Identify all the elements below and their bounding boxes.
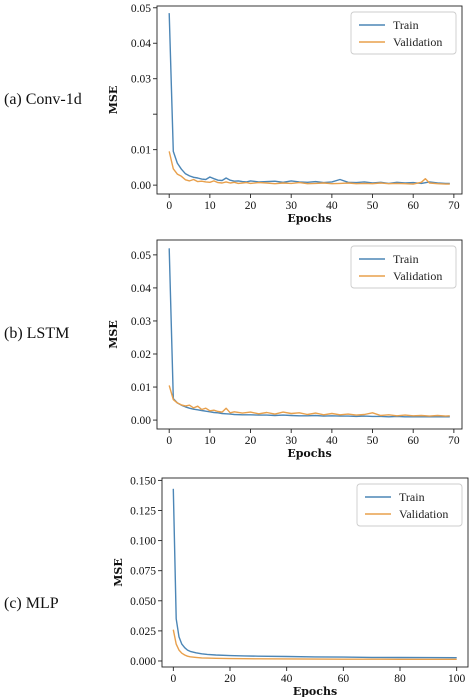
chart-panel-2: (c) MLP 0 20 40 60 80 100 0.000 0.025 0.050 0.075 0… — [4, 475, 469, 697]
y-axis-label: MSE — [107, 320, 120, 349]
x-tick-label: 40 — [326, 435, 338, 447]
series-line-train — [172, 488, 457, 659]
y-tick-label: 0.025 — [130, 626, 156, 638]
y-tick-label: 0.050 — [130, 596, 156, 608]
x-tick-label: 50 — [367, 200, 379, 212]
legend-label: Validation — [393, 35, 442, 49]
plot-frame — [161, 477, 469, 668]
x-tick-label: 40 — [326, 200, 338, 212]
series-line-validation — [168, 385, 450, 417]
x-tick-label: 50 — [367, 435, 379, 447]
series-line-validation — [172, 629, 457, 660]
x-tick-label: 0 — [166, 200, 172, 212]
panel-label: (c) MLP — [4, 595, 59, 612]
legend-label: Validation — [399, 507, 448, 521]
y-tick-label: 0.03 — [131, 74, 151, 86]
y-tick-label: 0.05 — [131, 3, 151, 15]
plot-frame — [156, 239, 463, 430]
x-tick-label: 60 — [407, 435, 419, 447]
chart-panel-1: (b) LSTM 0 10 20 30 40 50 60 70 0.00 0.01 0.02 0.03 0… — [4, 239, 463, 460]
y-tick-label: 0.05 — [131, 250, 151, 262]
x-tick-label: 60 — [407, 200, 419, 212]
x-tick-label: 30 — [285, 435, 297, 447]
series-line-validation — [168, 151, 450, 185]
y-tick-label: 0.02 — [131, 349, 151, 361]
x-tick-label: 20 — [245, 435, 257, 447]
x-tick-label: 80 — [394, 673, 406, 685]
legend-box — [350, 11, 457, 55]
y-tick-label: 0.00 — [131, 180, 151, 192]
y-tick-label: 0.150 — [130, 475, 156, 487]
y-tick-label: 0.100 — [130, 536, 156, 548]
y-tick-label: 0.04 — [131, 38, 151, 50]
x-tick-label: 10 — [204, 435, 216, 447]
y-tick-label: 0.075 — [130, 566, 156, 578]
y-tick-label: 0.01 — [131, 145, 151, 157]
y-axis-label: MSE — [112, 558, 125, 587]
y-tick-label: 0.04 — [131, 283, 151, 295]
x-tick-label: 100 — [448, 673, 466, 685]
x-axis-label: Epochs — [293, 685, 337, 697]
x-tick-label: 40 — [281, 673, 293, 685]
panel-label: (b) LSTM — [4, 325, 69, 342]
x-tick-label: 0 — [170, 673, 176, 685]
y-tick-label: 0.01 — [131, 382, 151, 394]
x-axis-label: Epochs — [287, 212, 331, 225]
x-axis-label: Epochs — [287, 447, 331, 460]
legend-box — [356, 483, 463, 527]
legend-box — [350, 245, 457, 289]
x-tick-label: 10 — [204, 200, 216, 212]
x-tick-label: 70 — [448, 435, 460, 447]
y-tick-label: 0.00 — [131, 415, 151, 427]
x-tick-label: 70 — [448, 200, 460, 212]
y-tick-label: 0.125 — [130, 506, 156, 518]
legend-label: Validation — [393, 269, 442, 283]
x-tick-label: 0 — [166, 435, 172, 447]
panel-label: (a) Conv-1d — [4, 91, 82, 108]
y-tick-label: 0.03 — [131, 316, 151, 328]
plot-frame — [156, 5, 463, 195]
legend-label: Train — [399, 490, 425, 504]
legend-label: Train — [393, 18, 419, 32]
series-line-train — [168, 248, 450, 418]
chart-panel-0: (a) Conv-1d 0 10 20 30 40 50 60 70 0.00 0.01 0.03 0.… — [4, 3, 463, 225]
x-tick-label: 20 — [245, 200, 257, 212]
legend-label: Train — [393, 252, 419, 266]
x-tick-label: 30 — [285, 200, 297, 212]
x-tick-label: 60 — [338, 673, 350, 685]
y-tick-label: 0.000 — [130, 656, 156, 668]
y-axis-label: MSE — [107, 86, 120, 115]
x-tick-label: 20 — [224, 673, 236, 685]
